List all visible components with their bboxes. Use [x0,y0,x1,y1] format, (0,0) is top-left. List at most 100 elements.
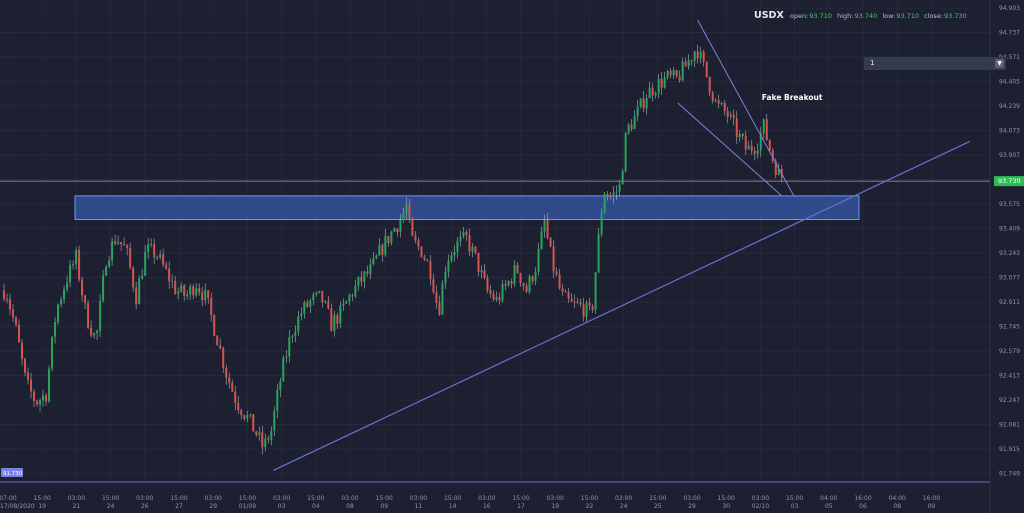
candle-down [114,241,117,244]
candle-up [105,266,108,276]
x-tick-day-label: 26 [141,503,149,510]
candle-up [294,331,297,337]
candle-down [525,285,528,293]
candle-down [468,234,471,252]
candle-up [528,276,531,293]
candle-down [582,304,585,317]
close-label: close: [924,12,944,20]
candle-up [57,304,60,323]
candle-up [441,283,444,315]
candle-up [117,242,120,244]
y-tick-label: 94.903 [999,5,1020,12]
candle-down [267,438,270,440]
candle-up [309,300,312,307]
candle-up [597,234,600,273]
candle-up [480,270,483,273]
candle-down [522,283,525,286]
candle-down [306,302,309,307]
candle-down [78,250,81,280]
candle-up [444,271,447,284]
low-value: 93.710 [896,12,919,20]
candle-down [420,246,423,258]
x-tick-day-label: 04 [312,503,320,510]
candle-up [654,93,657,96]
candle-down [426,259,429,262]
candle-down [531,276,534,282]
indicator-select[interactable]: 1 ▼ [864,57,1006,70]
x-tick-day-label: 27 [175,503,183,510]
candle-up [195,288,198,296]
candle-up [537,248,540,272]
x-tick-day-label: 25 [654,503,662,510]
x-tick-time-label: 15:00 [376,495,393,502]
candle-down [510,281,513,284]
x-tick-time-label: 03:00 [410,495,427,502]
low-price-tag [1,468,23,477]
candle-up [324,301,327,303]
wedge-lower-line[interactable] [677,102,783,197]
candle-down [429,261,432,280]
candle-down [330,308,333,332]
candle-up [720,103,723,105]
x-tick-time-label: 15:00 [718,495,735,502]
candle-down [561,288,564,292]
candle-up [399,220,402,232]
candle-up [501,284,504,301]
support-zone-rectangle[interactable] [74,195,860,220]
candle-down [549,237,552,247]
candle-down [609,195,612,197]
candle-up [618,184,621,192]
candle-up [150,243,153,245]
x-tick-day-label: 29 [688,503,696,510]
candle-up [144,251,147,276]
current-price-tag-label: 93.730 [998,177,1021,185]
candle-down [27,372,30,380]
candle-up [729,114,732,117]
chevron-down-icon[interactable]: ▼ [995,59,1004,68]
x-tick-day-label: 24 [107,503,115,510]
candle-up [48,368,51,402]
candle-up [159,254,162,258]
candle-down [120,242,123,245]
candle-down [750,145,753,151]
candle-down [732,114,735,119]
candle-down [675,70,678,77]
candle-up [495,297,498,300]
candle-up [264,438,267,448]
current-price-tag [994,176,1024,187]
candle-up [390,231,393,243]
candle-up [456,240,459,252]
candle-down [240,410,243,416]
candle-up [204,290,207,301]
candle-up [777,168,780,176]
candle-down [489,290,492,294]
candle-down [198,288,201,293]
candle-down [162,254,165,265]
candle-down [360,276,363,282]
x-tick-day-label: 01/09 [239,503,256,510]
candle-up [348,295,351,302]
candle-up [657,78,660,94]
candle-down [516,265,519,274]
candle-up [69,264,72,283]
candle-down [225,367,228,378]
candle-down [213,315,216,336]
x-tick-day-label: 09 [928,503,936,510]
x-tick-time-label: 15:00 [581,495,598,502]
y-tick-label: 93.409 [999,226,1020,233]
x-tick-time-label: 15:00 [307,495,324,502]
x-tick-day-label: 03 [278,503,286,510]
candle-down [414,235,417,241]
ascending-trendline[interactable] [273,140,971,471]
candle-down [498,297,501,301]
candle-up [189,286,192,295]
wedge-upper-line[interactable] [697,20,795,197]
candle-up [39,400,42,405]
candle-down [15,317,18,325]
candle-down [255,431,258,436]
candle-up [279,381,282,391]
candle-down [642,98,645,109]
y-tick-label: 94.073 [999,128,1020,135]
candle-down [774,160,777,176]
